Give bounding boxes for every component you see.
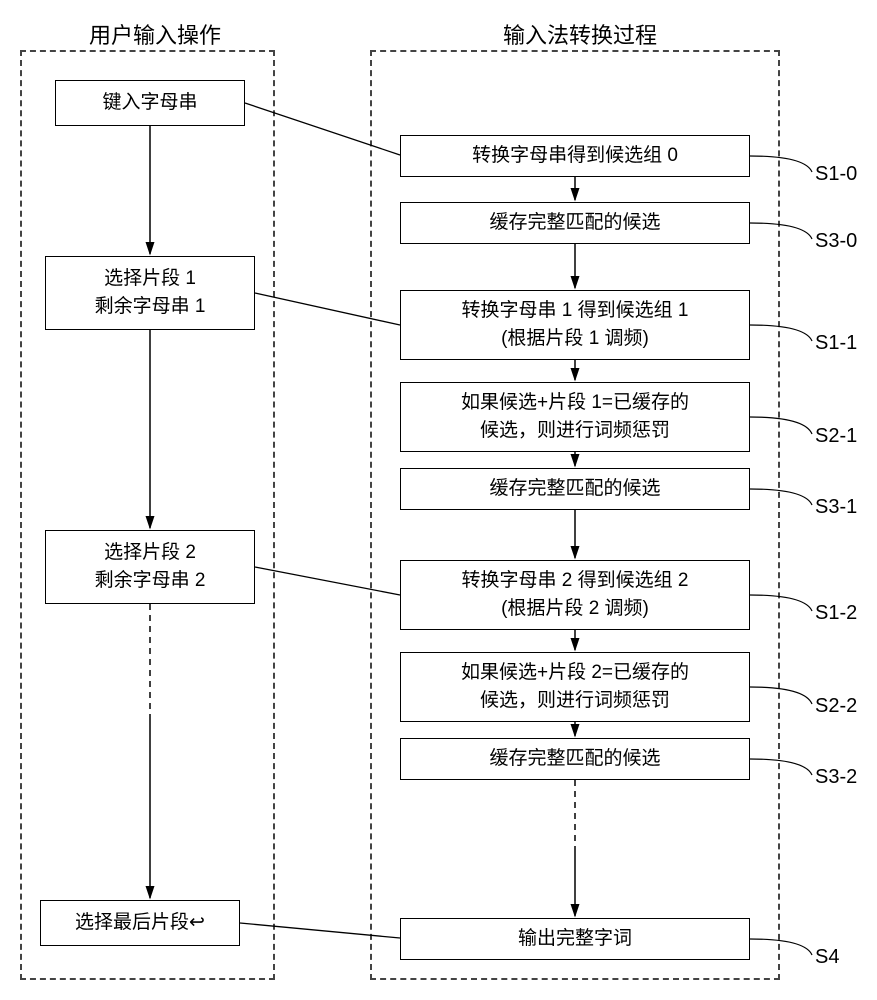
label-s3-1: S3-1: [815, 496, 857, 519]
box-penalty-2: 如果候选+片段 2=已缓存的 候选，则进行词频惩罚: [400, 652, 750, 722]
label-s2-2: S2-2: [815, 695, 857, 718]
label-s1-0: S1-0: [815, 163, 857, 186]
box-text-line2: 候选，则进行词频惩罚: [480, 687, 670, 715]
box-text: 转换字母串得到候选组 0: [472, 142, 678, 170]
box-select-fragment-1: 选择片段 1 剩余字母串 1: [45, 256, 255, 330]
box-cache-2: 缓存完整匹配的候选: [400, 738, 750, 780]
box-convert-2: 转换字母串 2 得到候选组 2 (根据片段 2 调频): [400, 560, 750, 630]
box-penalty-1: 如果候选+片段 1=已缓存的 候选，则进行词频惩罚: [400, 382, 750, 452]
box-text-line2: 候选，则进行词频惩罚: [480, 417, 670, 445]
header-left: 用户输入操作: [70, 18, 240, 50]
label-s1-2: S1-2: [815, 602, 857, 625]
box-text: 缓存完整匹配的候选: [489, 209, 660, 237]
box-text: 输出完整字词: [518, 925, 632, 953]
box-select-fragment-2: 选择片段 2 剩余字母串 2: [45, 530, 255, 604]
label-s3-2: S3-2: [815, 766, 857, 789]
box-convert-1: 转换字母串 1 得到候选组 1 (根据片段 1 调频): [400, 290, 750, 360]
box-text-line1: 选择片段 2: [104, 539, 196, 567]
right-dashed-frame: [370, 50, 780, 980]
label-s3-0: S3-0: [815, 230, 857, 253]
box-text-line1: 如果候选+片段 1=已缓存的: [461, 389, 689, 417]
box-input-letters: 键入字母串: [55, 80, 245, 126]
box-text-line1: 转换字母串 1 得到候选组 1: [462, 297, 689, 325]
box-text: 缓存完整匹配的候选: [489, 475, 660, 503]
box-select-last-fragment: 选择最后片段↩: [40, 900, 240, 946]
box-output: 输出完整字词: [400, 918, 750, 960]
box-text-line1: 转换字母串 2 得到候选组 2: [462, 567, 689, 595]
box-text-line2: 剩余字母串 1: [95, 293, 206, 321]
box-convert-0: 转换字母串得到候选组 0: [400, 135, 750, 177]
box-text: 缓存完整匹配的候选: [489, 745, 660, 773]
box-text: 键入字母串: [102, 89, 197, 117]
box-text-line2: (根据片段 1 调频): [501, 325, 649, 353]
box-text-line1: 如果候选+片段 2=已缓存的: [461, 659, 689, 687]
box-text: 选择最后片段↩: [75, 909, 205, 937]
box-cache-0: 缓存完整匹配的候选: [400, 202, 750, 244]
header-right: 输入法转换过程: [480, 18, 680, 50]
label-s2-1: S2-1: [815, 425, 857, 448]
label-s1-1: S1-1: [815, 332, 857, 355]
box-text-line1: 选择片段 1: [104, 265, 196, 293]
label-s4: S4: [815, 946, 839, 969]
left-dashed-frame: [20, 50, 275, 980]
box-text-line2: 剩余字母串 2: [95, 567, 206, 595]
box-cache-1: 缓存完整匹配的候选: [400, 468, 750, 510]
box-text-line2: (根据片段 2 调频): [501, 595, 649, 623]
